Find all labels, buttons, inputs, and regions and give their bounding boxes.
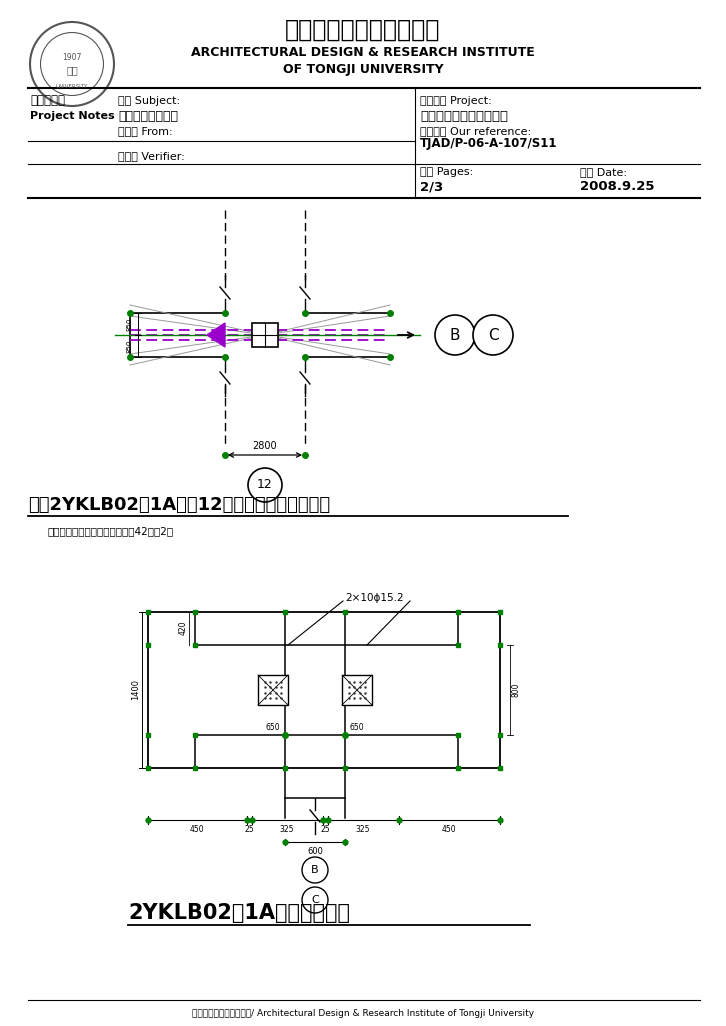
- Text: 600: 600: [307, 846, 323, 856]
- Text: 450: 450: [189, 826, 204, 834]
- Circle shape: [302, 887, 328, 913]
- Text: 1400: 1400: [131, 679, 141, 701]
- Text: 工程联系单: 工程联系单: [30, 94, 65, 108]
- Text: ARCHITECTURAL DESIGN & RESEARCH INSTITUTE: ARCHITECTURAL DESIGN & RESEARCH INSTITUT…: [191, 45, 535, 58]
- Text: C: C: [488, 327, 498, 343]
- Bar: [258, 675, 288, 705]
- Text: 同济大学建筑设计研究院/ Architectural Design & Research Institute of Tongji University: 同济大学建筑设计研究院/ Architectural Design & Rese…: [192, 1009, 534, 1018]
- Text: 2008.9.25: 2008.9.25: [580, 181, 655, 194]
- Text: 档案编号 Our reference:: 档案编号 Our reference:: [420, 126, 531, 136]
- Text: B: B: [311, 865, 319, 875]
- Text: UNIVERSITY: UNIVERSITY: [56, 84, 88, 89]
- Text: 主题 Subject:: 主题 Subject:: [118, 96, 180, 106]
- Text: 12: 12: [257, 478, 273, 491]
- Text: B: B: [449, 327, 460, 343]
- Text: 安徽省古生物化石博物馆: 安徽省古生物化石博物馆: [420, 110, 508, 122]
- Text: 850: 850: [127, 340, 133, 353]
- Text: 25: 25: [244, 826, 254, 834]
- Text: 325: 325: [356, 826, 370, 834]
- Text: 二层2YKLB02（1A）在12轴处锚固端加腋布置图: 二层2YKLB02（1A）在12轴处锚固端加腋布置图: [28, 496, 330, 514]
- Text: 同济大学建筑设计研究院: 同济大学建筑设计研究院: [285, 18, 441, 42]
- Text: OF TONGJI UNIVERSITY: OF TONGJI UNIVERSITY: [282, 63, 444, 76]
- Text: 工程名称 Project:: 工程名称 Project:: [420, 96, 492, 106]
- Polygon shape: [207, 323, 225, 347]
- Text: 2×10ϕ15.2: 2×10ϕ15.2: [345, 593, 404, 603]
- Text: 1907: 1907: [62, 53, 82, 63]
- Text: 2YKLB02（1A）锚固端构造: 2YKLB02（1A）锚固端构造: [128, 903, 350, 923]
- Text: （注：共两道梁，加腋做法见图42节点2）: （注：共两道梁，加腋做法见图42节点2）: [48, 526, 174, 536]
- Text: 预应力梁等的修改: 预应力梁等的修改: [118, 110, 178, 122]
- Text: 800: 800: [512, 682, 521, 698]
- Text: 325: 325: [280, 826, 294, 834]
- Text: 验证人 Verifier:: 验证人 Verifier:: [118, 151, 184, 161]
- Text: 2/3: 2/3: [420, 181, 444, 194]
- Bar: [342, 675, 372, 705]
- Circle shape: [302, 857, 328, 883]
- Text: 2800: 2800: [253, 441, 277, 451]
- Text: 同济: 同济: [66, 65, 78, 75]
- Text: 650: 650: [350, 722, 364, 732]
- Bar: [252, 323, 278, 347]
- Circle shape: [435, 315, 475, 355]
- Text: 页数 Pages:: 页数 Pages:: [420, 167, 473, 177]
- Circle shape: [473, 315, 513, 355]
- Text: 450: 450: [441, 826, 457, 834]
- Text: C: C: [311, 895, 319, 905]
- Text: TJAD/P-06-A-107/S11: TJAD/P-06-A-107/S11: [420, 136, 558, 150]
- Text: 25: 25: [320, 826, 330, 834]
- Text: Project Notes: Project Notes: [30, 111, 115, 121]
- Text: 发件人 From:: 发件人 From:: [118, 126, 173, 136]
- Circle shape: [248, 468, 282, 502]
- Text: 850: 850: [127, 317, 133, 330]
- Text: 420: 420: [179, 621, 187, 635]
- Text: 日期 Date:: 日期 Date:: [580, 167, 627, 177]
- Text: 650: 650: [266, 722, 280, 732]
